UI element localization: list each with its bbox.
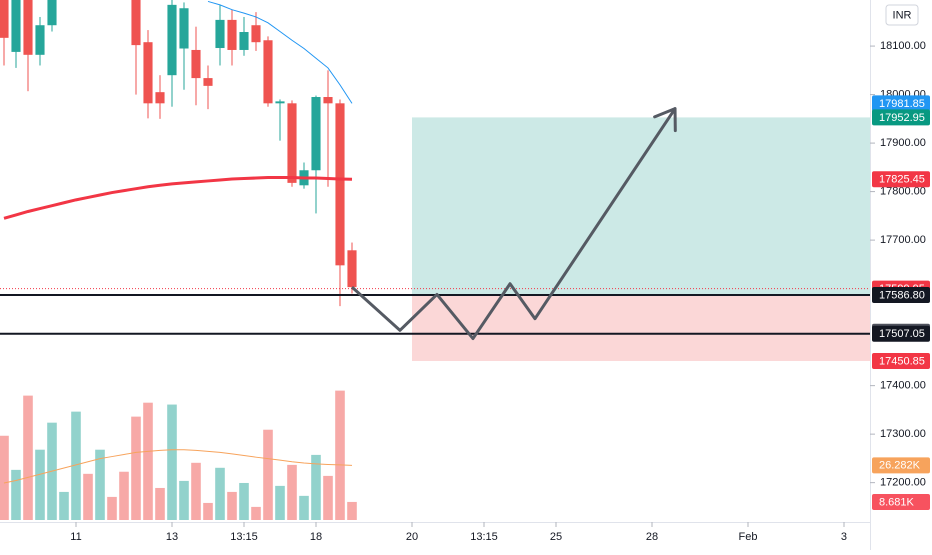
candle-body <box>131 0 140 45</box>
x-tick-label: 13 <box>166 531 178 543</box>
x-tick-label: Feb <box>739 531 758 543</box>
volume-bar <box>251 507 261 520</box>
plot <box>0 0 870 520</box>
x-tick-label: 13:15 <box>230 531 258 543</box>
candle-body <box>0 0 9 38</box>
y-tick-label: 17300.00 <box>880 428 926 440</box>
candle-body <box>251 25 260 42</box>
candle-body <box>263 40 272 103</box>
candle-body <box>203 78 212 86</box>
price-label: 26.282K <box>879 460 921 472</box>
candle-body <box>311 97 320 170</box>
volume-bar <box>215 468 225 520</box>
candle-body <box>227 20 236 50</box>
volume-bar <box>287 465 297 520</box>
volume-bar <box>35 450 45 520</box>
x-tick-label: 13:15 <box>470 531 498 543</box>
candle-body <box>167 5 176 75</box>
volume-bar <box>263 430 273 520</box>
volume-bar <box>131 417 141 520</box>
volume-bar <box>83 474 93 520</box>
volume-bar <box>239 483 249 520</box>
candle-body <box>347 250 356 287</box>
volume-bar <box>203 503 213 520</box>
volume-bar <box>323 476 333 520</box>
x-tick-label: 11 <box>70 531 81 543</box>
price-label: 17981.85 <box>879 98 925 110</box>
volume-bar <box>311 455 321 520</box>
y-tick-label: 17200.00 <box>880 477 926 489</box>
volume-bar <box>167 405 177 520</box>
moving-average <box>208 1 352 103</box>
volume-bar <box>95 450 105 520</box>
x-tick-label: 3 <box>841 531 847 543</box>
volume-bar <box>335 391 345 520</box>
price-label: 17952.95 <box>879 112 925 124</box>
y-tick-label: 17800.00 <box>880 186 926 198</box>
y-tick-label: 18100.00 <box>880 40 926 52</box>
volume-bar <box>0 436 9 520</box>
candle-body <box>35 25 44 55</box>
y-tick-label: 17900.00 <box>880 137 926 149</box>
volume-bar <box>107 497 117 520</box>
volume-bar <box>143 403 153 520</box>
x-tick-label: 18 <box>310 531 322 543</box>
volume-bar <box>227 492 237 520</box>
volume-bar <box>23 396 33 520</box>
candle-body <box>275 101 284 103</box>
candle-body <box>239 32 248 50</box>
x-tick-label: 28 <box>646 531 658 543</box>
volume-bar <box>119 472 129 520</box>
x-tick-label: 25 <box>550 531 562 543</box>
price-label: 8.681K <box>879 496 915 508</box>
candle-body <box>215 20 224 48</box>
candle-body <box>155 92 164 103</box>
volume-bar <box>11 470 21 520</box>
candle-body <box>47 0 56 25</box>
candle-body <box>335 103 344 265</box>
price-label: 17825.45 <box>879 174 925 186</box>
candle-body <box>323 97 332 103</box>
candle-body <box>287 103 296 183</box>
y-tick-label: 17400.00 <box>880 380 926 392</box>
volume-bar <box>155 488 165 520</box>
price-label: 17507.05 <box>879 328 925 340</box>
volume-bar <box>347 502 357 520</box>
volume-bar <box>59 492 69 520</box>
volume-bar <box>299 496 309 520</box>
volume-bar <box>179 481 189 520</box>
candle-body <box>179 8 188 48</box>
y-tick-label: 17700.00 <box>880 234 926 246</box>
price-label: 17450.85 <box>879 355 925 367</box>
x-tick-label: 20 <box>406 531 418 543</box>
price-label: 17586.80 <box>879 289 925 301</box>
candle-body <box>11 0 20 52</box>
volume-bar <box>191 463 201 520</box>
candle-body <box>191 50 200 78</box>
volume-bar <box>275 486 285 520</box>
candle-body <box>23 0 32 55</box>
candle-body <box>143 42 152 103</box>
currency: INR <box>893 9 912 21</box>
profit-zone <box>412 117 870 295</box>
